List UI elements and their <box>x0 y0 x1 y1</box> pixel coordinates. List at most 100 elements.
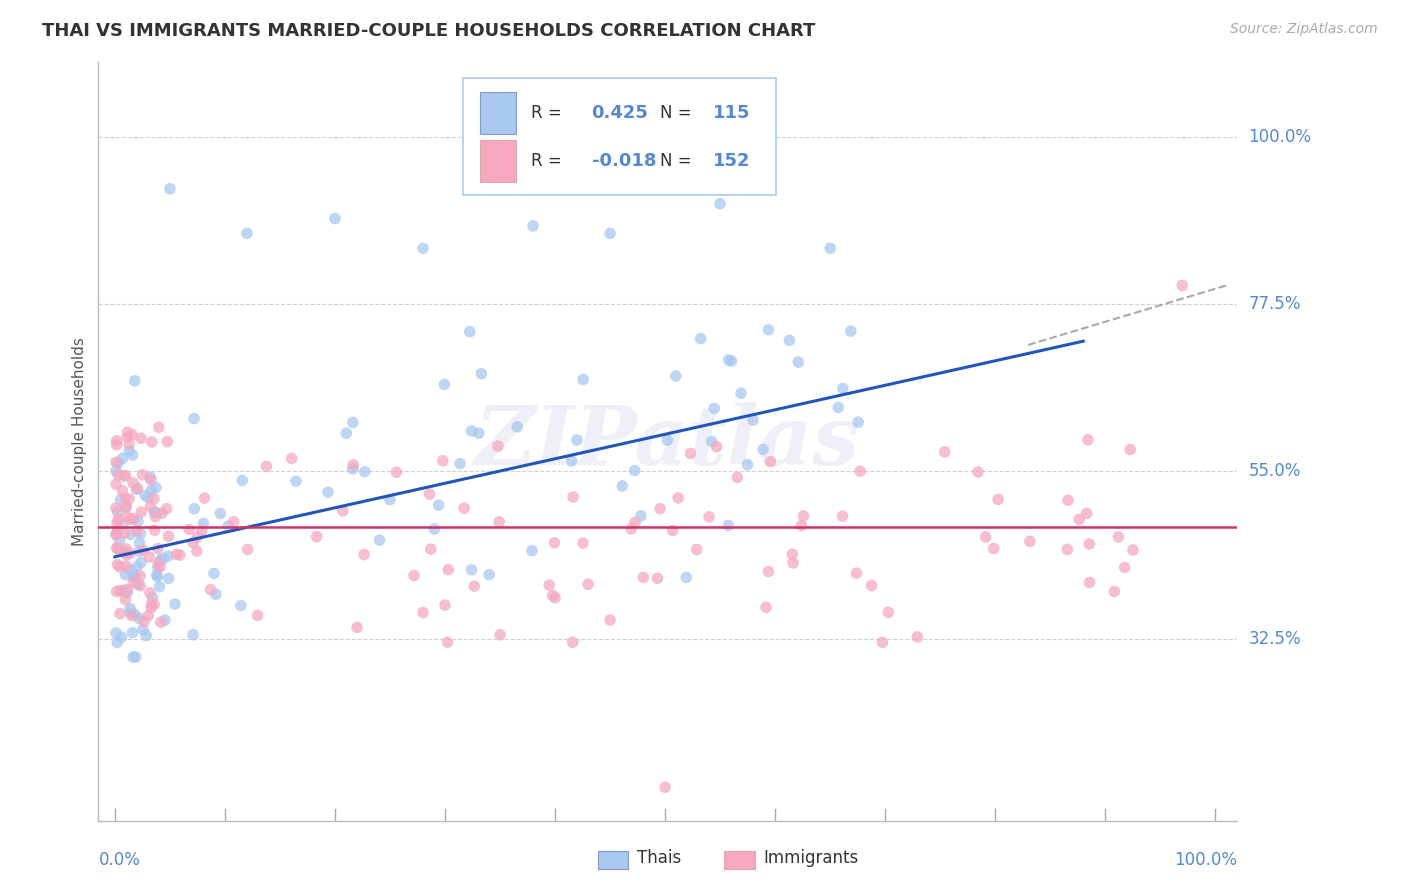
Point <box>127 577 149 591</box>
Point <box>782 556 804 570</box>
Point <box>544 591 567 605</box>
Point <box>987 492 1010 507</box>
Point <box>1077 433 1099 447</box>
Point <box>332 504 354 518</box>
Point <box>720 354 742 368</box>
Point <box>193 516 215 531</box>
Point <box>665 369 688 384</box>
Point <box>148 420 170 434</box>
Point <box>132 615 155 629</box>
Point <box>114 592 136 607</box>
Text: ZIPatlas: ZIPatlas <box>475 401 860 482</box>
Point <box>129 579 152 593</box>
Text: 152: 152 <box>713 152 751 170</box>
Point <box>157 571 180 585</box>
Point <box>488 515 510 529</box>
Point <box>460 424 482 438</box>
Point <box>280 451 302 466</box>
Point <box>1078 537 1101 551</box>
Point <box>905 630 928 644</box>
Point <box>125 650 148 665</box>
Point <box>200 582 222 597</box>
Text: 55.0%: 55.0% <box>1249 462 1301 480</box>
Point <box>159 182 181 196</box>
Point <box>179 523 201 537</box>
Point <box>831 381 853 395</box>
Point <box>285 474 308 488</box>
Point <box>183 501 205 516</box>
Point <box>186 544 208 558</box>
Point <box>662 524 685 538</box>
Point <box>624 516 647 530</box>
Point <box>141 597 163 611</box>
Point <box>105 516 128 530</box>
Point <box>125 524 148 538</box>
Point <box>122 650 145 665</box>
Point <box>725 470 748 484</box>
Point <box>432 454 454 468</box>
Point <box>149 560 172 574</box>
Point <box>117 585 139 599</box>
Point <box>105 558 128 572</box>
Point <box>169 548 191 562</box>
Point <box>145 481 167 495</box>
Point <box>742 413 765 427</box>
Point <box>105 455 128 469</box>
Point <box>1114 560 1136 574</box>
Point <box>782 547 804 561</box>
Point <box>135 629 157 643</box>
Point <box>183 411 205 425</box>
Point <box>111 483 134 498</box>
Text: R =: R = <box>531 104 562 122</box>
Point <box>139 500 162 514</box>
Point <box>506 420 529 434</box>
Point <box>305 530 328 544</box>
Point <box>342 462 364 476</box>
Point <box>967 465 990 479</box>
Point <box>129 505 152 519</box>
Point <box>115 500 138 514</box>
Point <box>193 491 215 505</box>
Point <box>110 630 132 644</box>
Point <box>122 575 145 590</box>
Point <box>236 542 259 557</box>
Point <box>108 560 131 574</box>
Text: 100.0%: 100.0% <box>1174 851 1237 869</box>
Text: Source: ZipAtlas.com: Source: ZipAtlas.com <box>1230 22 1378 37</box>
Point <box>105 501 128 516</box>
Point <box>112 468 135 483</box>
Point <box>120 601 142 615</box>
Point <box>138 549 160 564</box>
Point <box>686 542 709 557</box>
Point <box>229 599 252 613</box>
Point <box>565 433 588 447</box>
Point <box>129 569 152 583</box>
Point <box>599 227 621 241</box>
Text: R =: R = <box>531 152 562 170</box>
Point <box>254 459 277 474</box>
Point <box>139 473 162 487</box>
Point <box>541 589 564 603</box>
Point <box>385 465 408 479</box>
Point <box>141 600 163 615</box>
Point <box>148 580 170 594</box>
Point <box>703 401 725 416</box>
Point <box>860 578 883 592</box>
Point <box>792 508 814 523</box>
Point <box>1069 512 1091 526</box>
Point <box>562 490 585 504</box>
Text: 0.0%: 0.0% <box>98 851 141 869</box>
Point <box>181 628 204 642</box>
Text: Thais: Thais <box>637 849 681 867</box>
Point <box>146 541 169 556</box>
Point <box>107 523 129 537</box>
Point <box>1104 584 1126 599</box>
Point <box>666 491 689 505</box>
Point <box>436 635 458 649</box>
Point <box>657 434 679 448</box>
Point <box>139 470 162 484</box>
Point <box>152 551 174 566</box>
Point <box>787 355 810 369</box>
Point <box>111 451 134 466</box>
Point <box>118 443 141 458</box>
